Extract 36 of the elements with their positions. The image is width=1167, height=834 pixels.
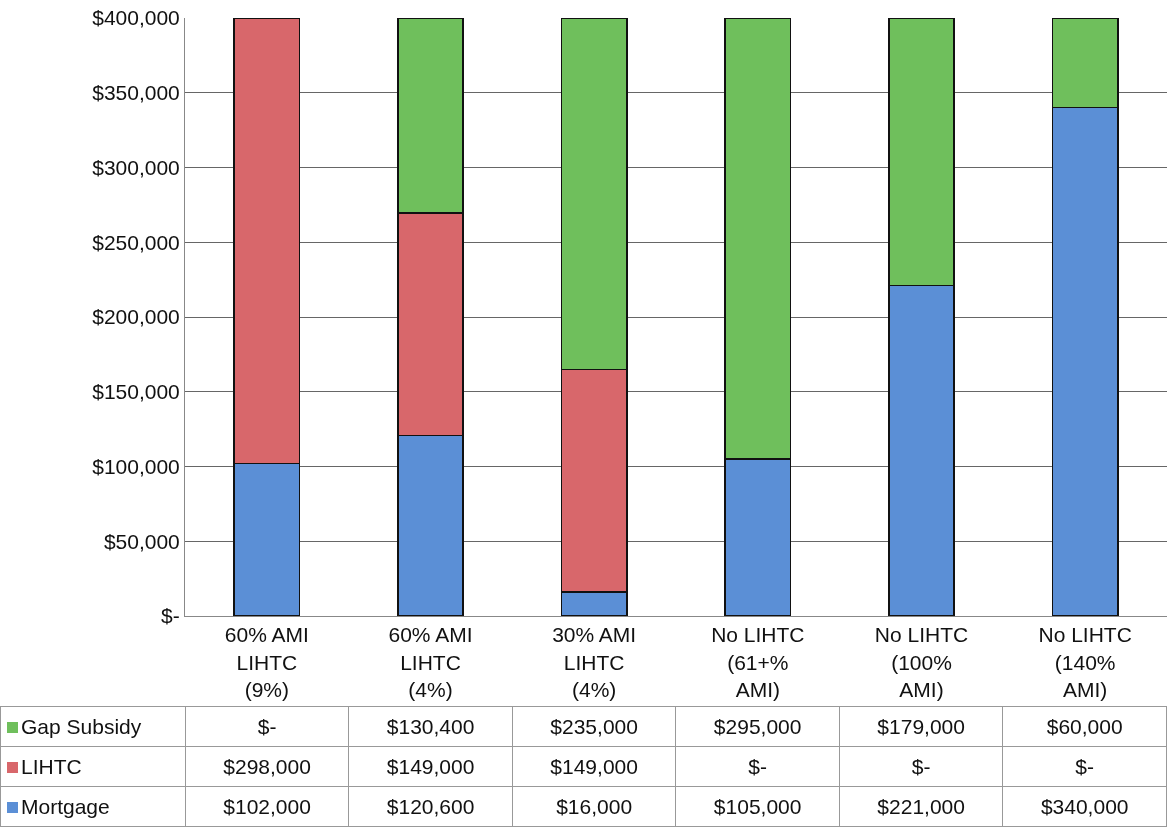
x-tick-label: 60% AMI LIHTC (4%) — [388, 623, 473, 701]
x-tick-label: No LIHTC (140% AMI) — [1038, 623, 1132, 701]
y-tick-label: $50,000 — [103, 529, 180, 553]
data-label: $60,000 — [1002, 706, 1167, 747]
y-tick-label: $150,000 — [92, 380, 180, 404]
data-label: $105,000 — [675, 786, 840, 827]
data-label: $- — [839, 746, 1003, 787]
data-label: $295,000 — [675, 706, 840, 747]
data-label: $235,000 — [512, 706, 676, 747]
legend-label: Gap Subsidy — [0, 706, 186, 747]
data-label: $- — [675, 746, 840, 787]
y-tick-label: $100,000 — [92, 454, 180, 478]
data-label: $102,000 — [185, 786, 349, 827]
y-tick-label: $200,000 — [92, 305, 180, 329]
data-label: $- — [1002, 746, 1167, 787]
data-label: $221,000 — [839, 786, 1003, 827]
x-tick-label: 30% AMI LIHTC (4%) — [552, 623, 637, 701]
data-label: $179,000 — [839, 706, 1003, 747]
data-label: $16,000 — [512, 786, 676, 827]
y-tick-label: $- — [161, 604, 180, 628]
x-tick-label: No LIHTC (61+% AMI) — [711, 623, 805, 701]
data-label: $120,600 — [348, 786, 513, 827]
x-tick-label: 60% AMI LIHTC (9%) — [224, 623, 309, 701]
legend-label: LIHTC — [0, 746, 186, 787]
legend-label: Mortgage — [0, 786, 186, 827]
data-label: $149,000 — [348, 746, 513, 787]
y-tick-label: $250,000 — [92, 230, 180, 254]
data-label: $340,000 — [1002, 786, 1167, 827]
x-tick-label: No LIHTC (100% AMI) — [874, 623, 969, 701]
data-label: $130,400 — [348, 706, 513, 747]
y-tick-label: $350,000 — [92, 81, 180, 105]
data-label: $149,000 — [512, 746, 676, 787]
data-label: $- — [185, 706, 349, 747]
y-tick-label: $400,000 — [92, 6, 180, 30]
y-tick-label: $300,000 — [92, 155, 180, 179]
data-label: $298,000 — [185, 746, 349, 787]
